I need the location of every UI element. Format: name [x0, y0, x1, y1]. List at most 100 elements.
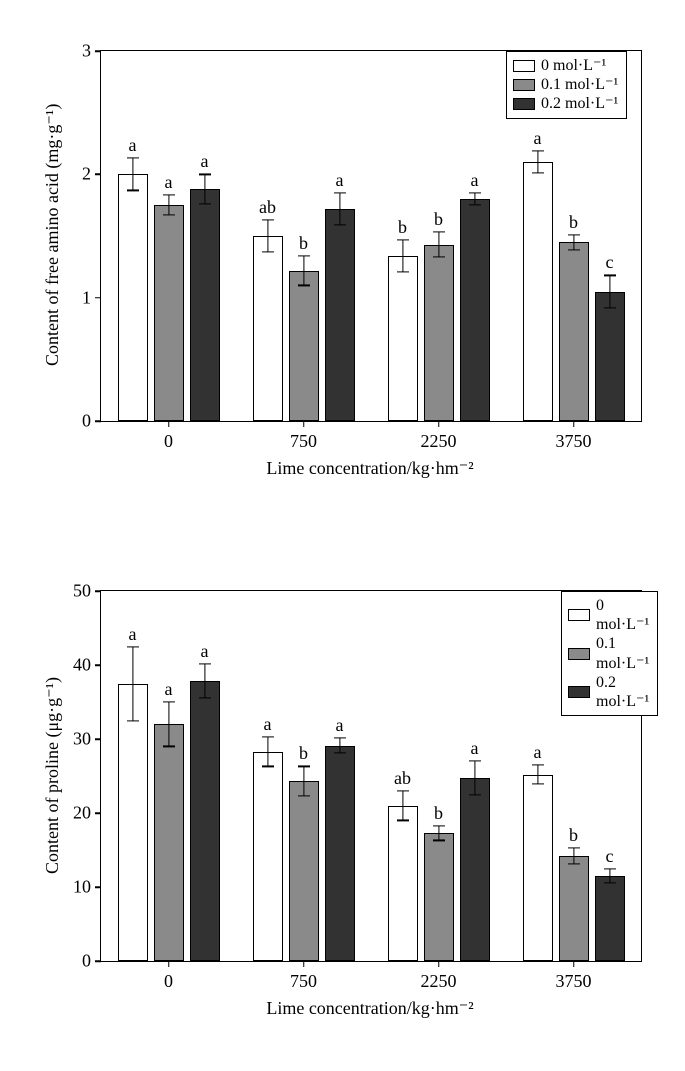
- significance-letter: a: [201, 641, 209, 662]
- significance-letter: b: [299, 743, 308, 764]
- bar: [190, 189, 220, 421]
- error-cap: [532, 150, 544, 151]
- y-tick-label: 20: [73, 803, 101, 824]
- error-cap: [262, 766, 274, 767]
- bar: [118, 684, 148, 962]
- legend-label: 0 mol·L⁻¹: [541, 56, 606, 75]
- significance-letter: a: [165, 172, 173, 193]
- legend: 0 mol·L⁻¹0.1 mol·L⁻¹0.2 mol·L⁻¹: [561, 591, 658, 716]
- error-bar: [168, 702, 169, 746]
- bar: [253, 752, 283, 961]
- significance-letter: b: [569, 825, 578, 846]
- error-cap: [262, 251, 274, 252]
- legend-item: 0 mol·L⁻¹: [513, 56, 618, 75]
- error-cap: [163, 214, 175, 215]
- error-bar: [537, 765, 538, 784]
- x-tick-label: 3750: [556, 961, 592, 992]
- error-cap: [568, 234, 580, 235]
- error-bar: [438, 232, 439, 257]
- panel-proline: 01020304050075022503750aaaabaabbaabc0 mo…: [0, 560, 685, 1040]
- x-tick-label: 2250: [421, 961, 457, 992]
- significance-letter: b: [434, 209, 443, 230]
- y-axis-label: Content of free amino acid (mg·g⁻¹): [42, 104, 63, 366]
- error-cap: [604, 868, 616, 869]
- significance-letter: a: [336, 170, 344, 191]
- error-bar: [402, 791, 403, 821]
- bar: [523, 775, 553, 961]
- error-cap: [163, 195, 175, 196]
- legend-label: 0.1 mol·L⁻¹: [541, 75, 618, 94]
- y-tick-label: 1: [82, 287, 101, 308]
- bar: [325, 209, 355, 421]
- legend-swatch: [568, 648, 590, 660]
- error-cap: [532, 173, 544, 174]
- x-tick-label: 2250: [421, 421, 457, 452]
- y-tick-label: 30: [73, 729, 101, 750]
- error-cap: [532, 784, 544, 785]
- legend-item: 0 mol·L⁻¹: [568, 596, 649, 634]
- error-cap: [433, 825, 445, 826]
- bar: [424, 833, 454, 961]
- legend: 0 mol·L⁻¹0.1 mol·L⁻¹0.2 mol·L⁻¹: [506, 51, 627, 119]
- x-tick-label: 3750: [556, 421, 592, 452]
- significance-letter: a: [534, 128, 542, 149]
- significance-letter: a: [534, 742, 542, 763]
- plot-area: 01020304050075022503750aaaabaabbaabc0 mo…: [100, 590, 642, 962]
- significance-letter: a: [165, 679, 173, 700]
- bar: [289, 271, 319, 421]
- error-cap: [433, 232, 445, 233]
- error-cap: [199, 698, 211, 699]
- y-tick-label: 2: [82, 164, 101, 185]
- bar: [523, 162, 553, 421]
- bar: [154, 205, 184, 421]
- bar: [460, 199, 490, 421]
- error-cap: [199, 664, 211, 665]
- error-bar: [168, 195, 169, 215]
- significance-letter: a: [129, 135, 137, 156]
- error-bar: [402, 240, 403, 272]
- error-cap: [568, 863, 580, 864]
- bar: [325, 746, 355, 961]
- bar: [595, 876, 625, 961]
- error-bar: [303, 256, 304, 286]
- plot-area: 0123075022503750aaaabbabbaabc0 mol·L⁻¹0.…: [100, 50, 642, 422]
- bar: [559, 856, 589, 961]
- y-tick-label: 40: [73, 655, 101, 676]
- error-cap: [469, 761, 481, 762]
- error-bar: [537, 151, 538, 173]
- error-cap: [433, 840, 445, 841]
- error-bar: [438, 826, 439, 841]
- error-cap: [127, 190, 139, 191]
- bar: [595, 292, 625, 422]
- bar: [154, 724, 184, 961]
- significance-letter: ab: [394, 768, 411, 789]
- y-axis-label: Content of proline (μg·g⁻¹): [42, 676, 63, 873]
- error-cap: [397, 820, 409, 821]
- legend-swatch: [513, 98, 535, 110]
- error-cap: [334, 738, 346, 739]
- legend-item: 0.2 mol·L⁻¹: [513, 94, 618, 113]
- error-bar: [303, 766, 304, 796]
- legend-swatch: [568, 609, 590, 621]
- bar: [424, 245, 454, 421]
- error-bar: [573, 235, 574, 250]
- y-tick-label: 0: [82, 951, 101, 972]
- error-cap: [334, 192, 346, 193]
- error-cap: [127, 158, 139, 159]
- significance-letter: a: [264, 714, 272, 735]
- x-axis-label: Lime concentration/kg·hm⁻²: [100, 458, 640, 479]
- error-cap: [469, 205, 481, 206]
- x-tick-label: 0: [164, 421, 173, 452]
- error-cap: [604, 307, 616, 308]
- error-bar: [339, 738, 340, 753]
- significance-letter: a: [201, 151, 209, 172]
- error-cap: [604, 883, 616, 884]
- significance-letter: a: [129, 624, 137, 645]
- legend-swatch: [568, 686, 590, 698]
- significance-letter: ab: [259, 197, 276, 218]
- error-cap: [127, 646, 139, 647]
- bar: [460, 778, 490, 961]
- legend-label: 0 mol·L⁻¹: [596, 596, 649, 634]
- error-bar: [132, 647, 133, 721]
- error-cap: [298, 766, 310, 767]
